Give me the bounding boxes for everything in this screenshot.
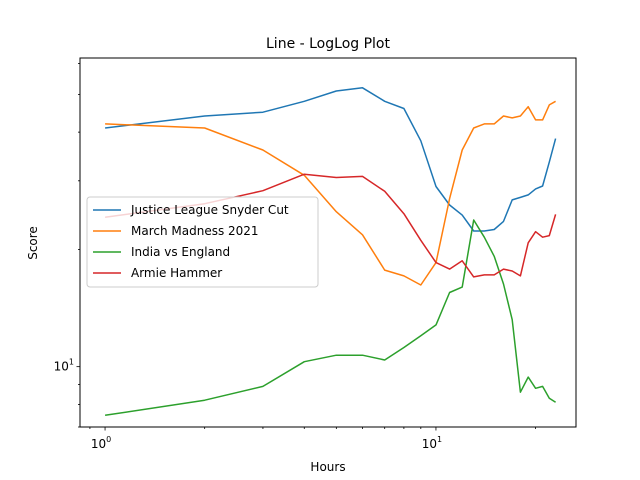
series-line-0 [105,87,557,232]
series-layer [104,87,557,417]
y-tick-label: 101 [54,358,74,374]
legend-label: Armie Hammer [131,266,222,280]
series-line-2 [104,219,557,417]
legend-label: March Madness 2021 [131,224,259,238]
legend-label: India vs England [131,245,230,259]
legend: Justice League Snyder Cut March Madness 2… [86,196,319,288]
chart-title: Line - LogLog Plot [266,36,390,52]
series-line-3 [104,173,557,278]
legend-label: Justice League Snyder Cut [130,203,289,217]
legend-box [86,196,319,288]
x-tick-label: 101 [422,435,442,451]
tick-layer: 100 101 101 [54,63,536,451]
x-axis-label: Hours [310,460,345,474]
plot-frame [79,57,577,428]
series-line-1 [105,100,556,286]
x-tick-label: 100 [91,435,111,451]
y-axis-label: Score [26,226,40,260]
